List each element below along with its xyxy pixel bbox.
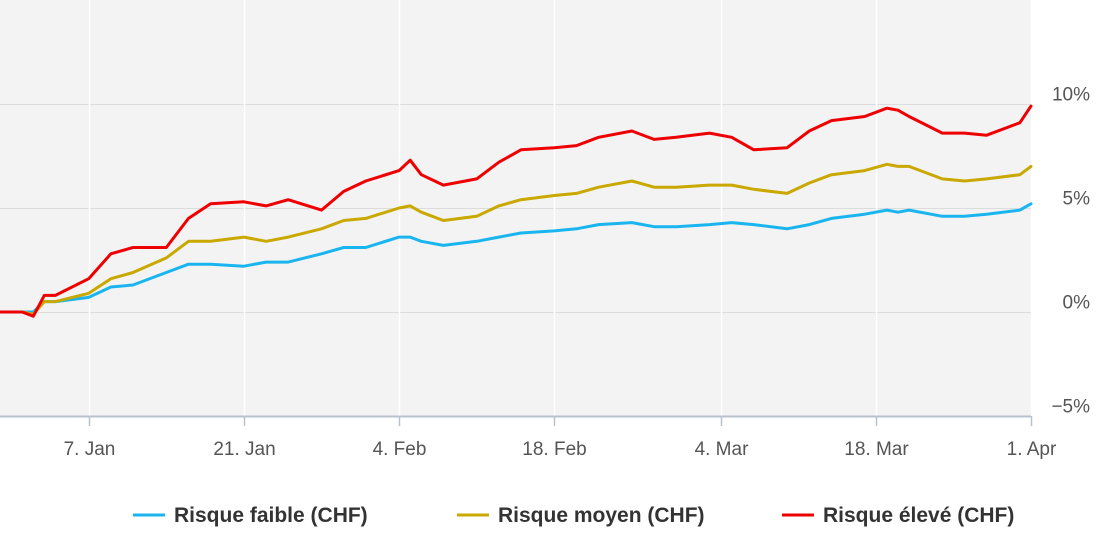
y-tick-label: −5%: [1051, 397, 1090, 418]
y-tick-label: 10%: [1052, 85, 1090, 106]
y-tick-label: 5%: [1063, 189, 1091, 210]
x-axis-tick-marks: [88, 416, 1033, 426]
legend-item[interactable]: Risque moyen (CHF): [457, 504, 705, 527]
legend-item[interactable]: Risque élevé (CHF): [782, 504, 1014, 527]
x-tick-label: 1. Apr: [1007, 439, 1057, 460]
x-tick-label: 4. Mar: [695, 439, 750, 460]
series-line[interactable]: [0, 104, 1033, 318]
x-tick-label: 7. Jan: [64, 439, 116, 460]
series-lines: [0, 104, 1033, 318]
vertical-gridlines: [88, 0, 1033, 416]
x-axis-labels: 7. Jan 21. Jan 4. Feb 18. Feb 4. Mar 18. Mar 1…: [64, 439, 1057, 460]
legend-label: Risque élevé (CHF): [823, 504, 1014, 527]
legend-label: Risque faible (CHF): [174, 504, 368, 527]
legend-label: Risque moyen (CHF): [498, 504, 705, 527]
series-line[interactable]: [0, 202, 1033, 314]
x-tick-label: 4. Feb: [373, 439, 427, 460]
legend-item[interactable]: Risque faible (CHF): [133, 504, 368, 527]
x-tick-label: 18. Mar: [844, 439, 909, 460]
x-tick-label: 18. Feb: [522, 439, 586, 460]
y-tick-label: 0%: [1063, 293, 1091, 314]
series-line[interactable]: [0, 162, 1033, 316]
legend[interactable]: Risque faible (CHF) Risque moyen (CHF) Ris…: [133, 504, 1014, 527]
x-tick-label: 21. Jan: [213, 439, 275, 460]
y-axis-labels: 10% 5% 0% −5%: [1051, 85, 1090, 418]
